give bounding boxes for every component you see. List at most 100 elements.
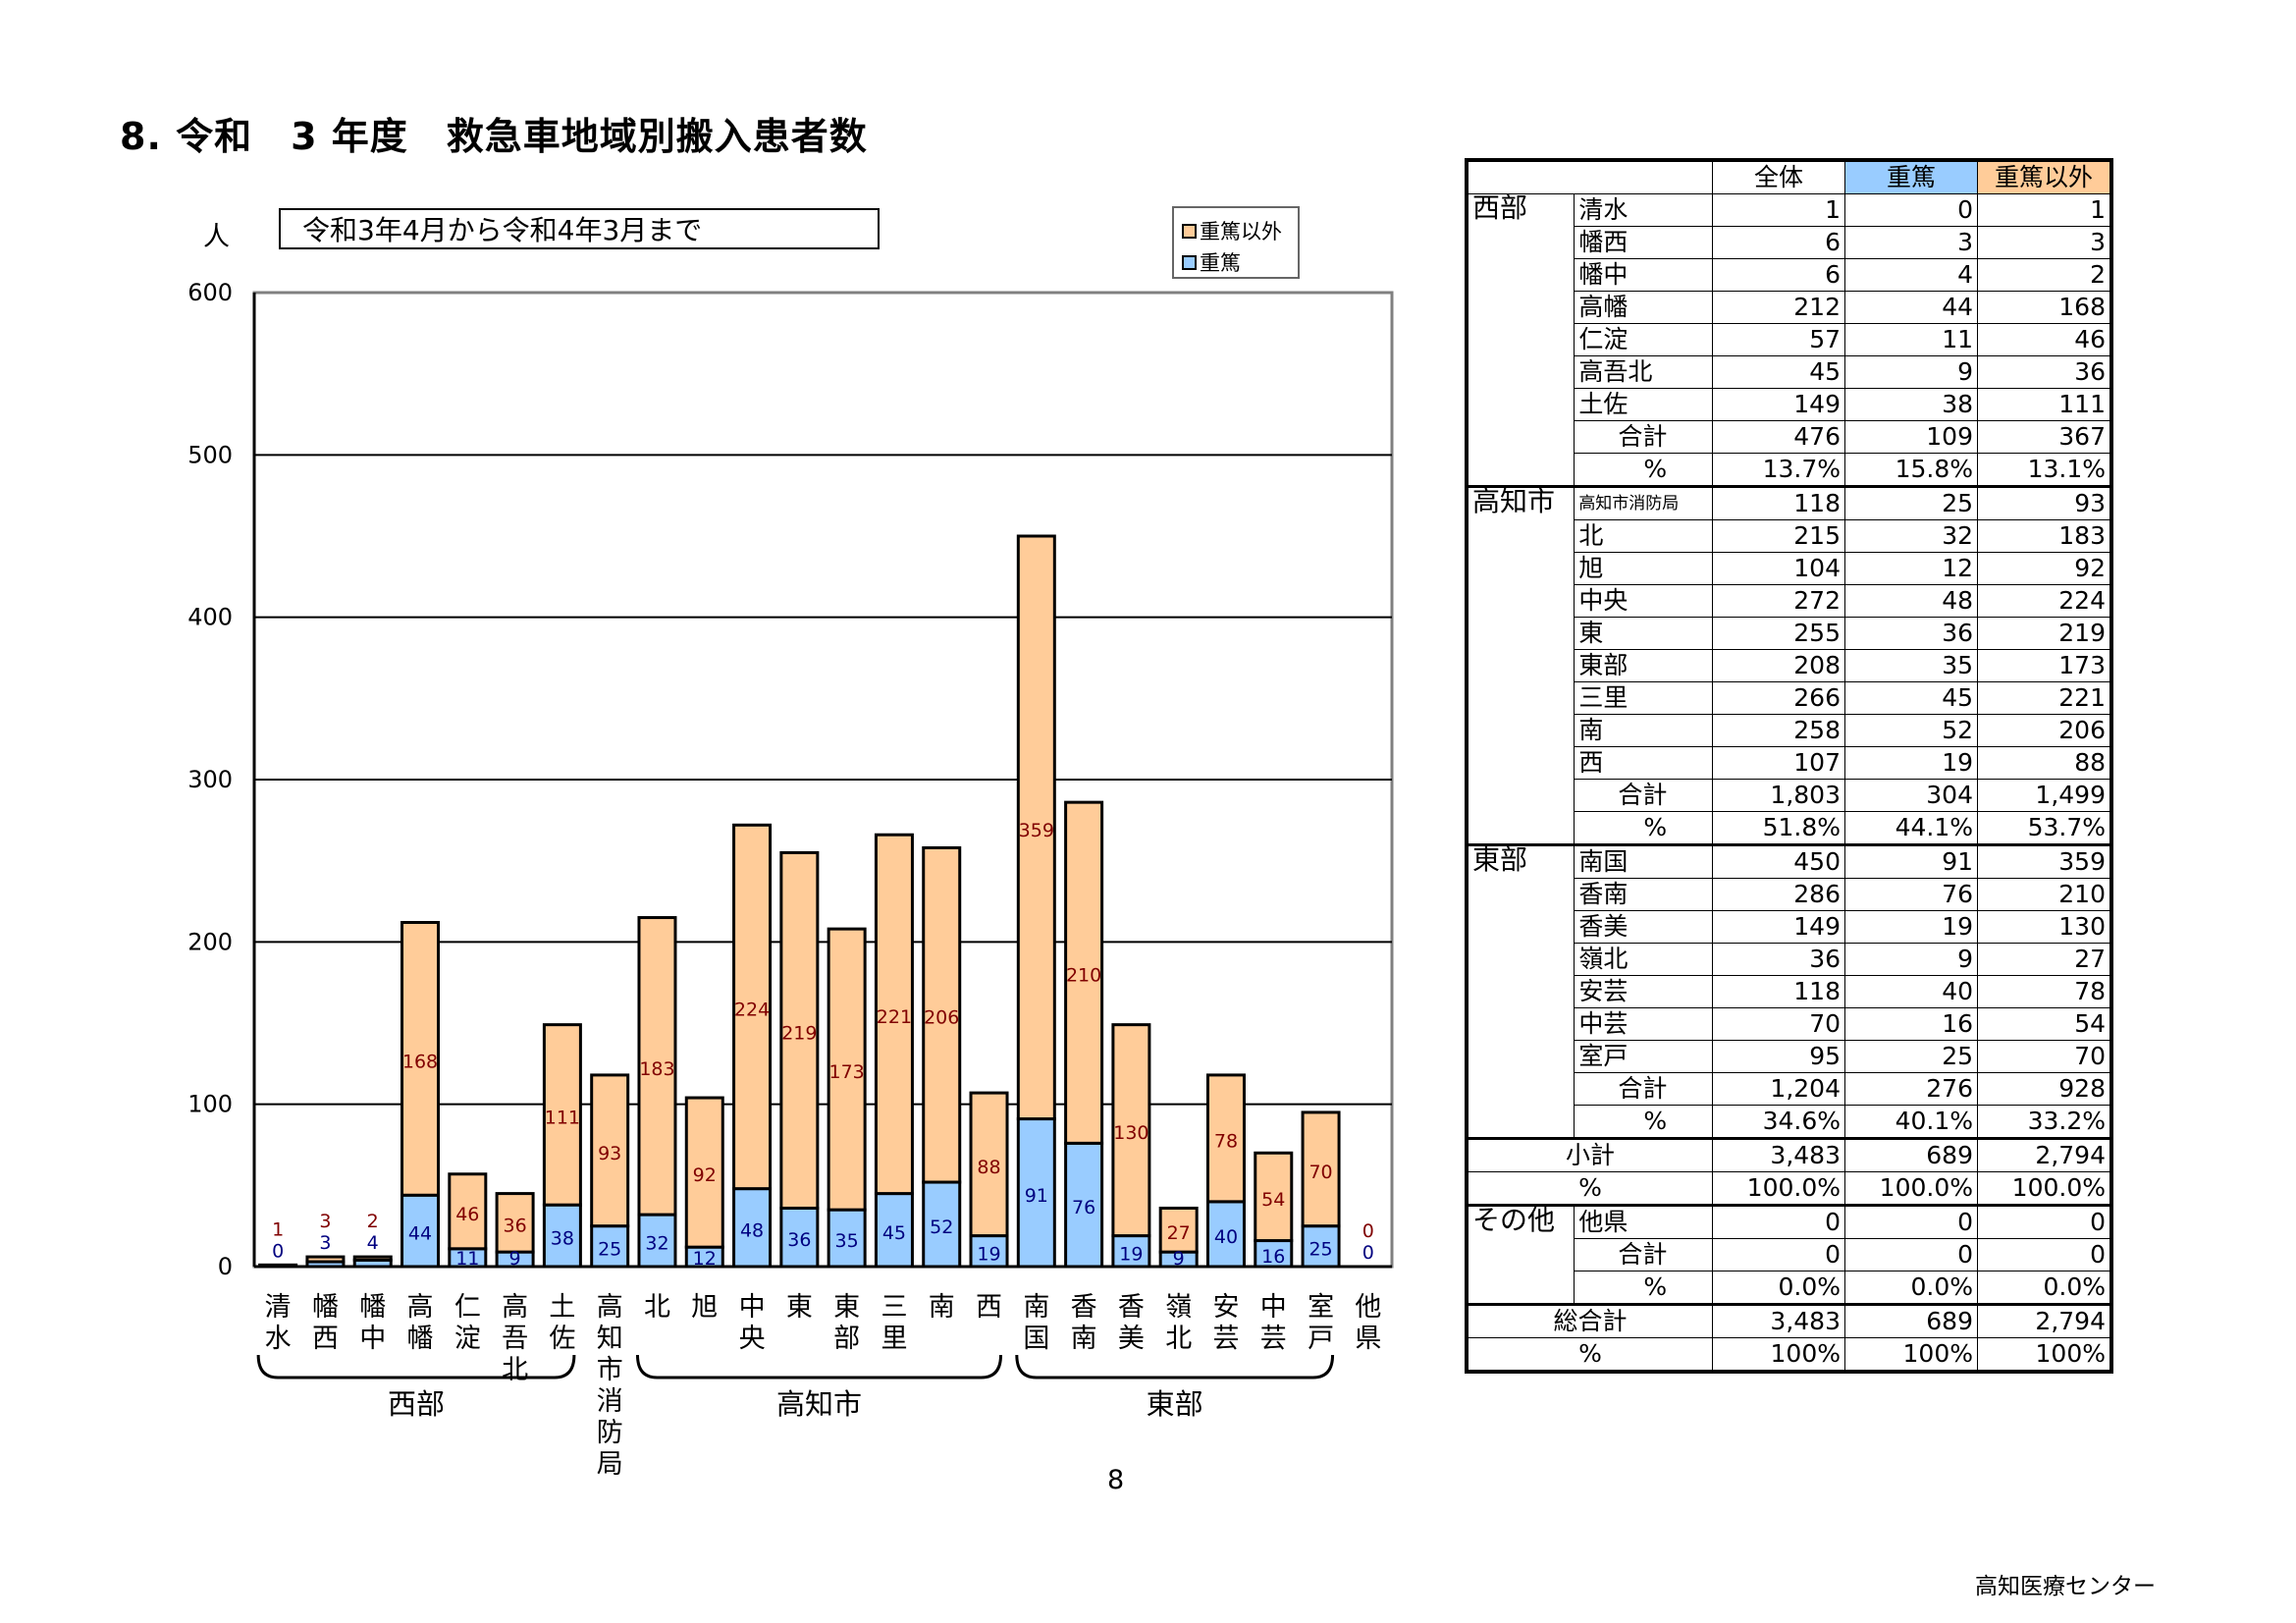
data-label-severe: 11 <box>455 1248 479 1270</box>
pct-value: 13.7% <box>1712 453 1845 488</box>
row-value: 78 <box>1977 975 2112 1008</box>
row-value: 212 <box>1712 291 1845 324</box>
table-row: 嶺北 36 9 27 <box>1467 943 2112 976</box>
sum-value: 276 <box>1844 1072 1978 1106</box>
group-label: 東部 <box>1147 1387 1203 1421</box>
pct-value: 0.0% <box>1844 1271 1978 1306</box>
data-label-severe: 19 <box>1119 1243 1143 1265</box>
row-value: 111 <box>1977 388 2112 421</box>
legend-item-severe: 重篤 <box>1182 247 1241 277</box>
data-label-non-severe: 27 <box>1167 1222 1191 1244</box>
x-tick-label: 他県 <box>1355 1292 1381 1354</box>
sum-value: 304 <box>1844 779 1978 812</box>
bar-non-severe <box>305 1255 346 1264</box>
data-label-non-severe: 210 <box>1066 965 1101 987</box>
row-label: 中芸 <box>1574 1007 1713 1041</box>
bar-non-severe <box>1205 1073 1246 1204</box>
table-row: 仁淀 57 11 46 <box>1467 323 2112 356</box>
row-label: 三里 <box>1574 681 1713 715</box>
data-label-severe: 48 <box>740 1219 764 1241</box>
y-tick-label: 400 <box>187 604 233 631</box>
bar-non-severe <box>732 823 773 1191</box>
sum-value: 0 <box>1844 1238 1978 1271</box>
table-row: 室戸 95 25 70 <box>1467 1040 2112 1073</box>
row-value: 118 <box>1712 975 1845 1008</box>
bar-severe <box>922 1180 962 1269</box>
table-row: その他 他県 0 0 0 <box>1466 1205 2112 1306</box>
page-title: 8. 令和 3 年度 救急車地域別搬入患者数 <box>120 115 868 158</box>
row-label: 東部 <box>1574 649 1713 682</box>
table-row: 三里 266 45 221 <box>1467 681 2112 715</box>
row-value: 93 <box>1977 486 2112 520</box>
data-label-non-severe: 93 <box>598 1143 621 1164</box>
data-label-severe: 40 <box>1214 1226 1238 1248</box>
row-value: 221 <box>1977 681 2112 715</box>
data-label-non-severe: 88 <box>977 1157 1000 1178</box>
row-value: 91 <box>1844 844 1978 879</box>
data-label-severe: 0 <box>1362 1242 1374 1264</box>
group-label: 高知市 <box>1466 486 1575 846</box>
x-tick-label: 仁淀 <box>454 1292 481 1354</box>
row-value: 32 <box>1844 519 1978 553</box>
y-tick-label: 300 <box>187 766 233 793</box>
bar-non-severe <box>1016 534 1056 1121</box>
legend-swatch-severe <box>1182 254 1197 270</box>
grand-total-row-value: 3,483 <box>1712 1304 1845 1338</box>
row-value: 9 <box>1844 355 1978 389</box>
data-label-severe: 32 <box>645 1233 668 1255</box>
x-tick-label: 香美 <box>1118 1292 1145 1354</box>
y-tick-label: 100 <box>187 1091 233 1118</box>
row-value: 215 <box>1712 519 1845 553</box>
bar-non-severe <box>542 1023 582 1207</box>
pct-value: 40.1% <box>1844 1105 1978 1140</box>
table-row: 西部 清水 1 0 1 <box>1466 193 2112 488</box>
data-label-severe: 52 <box>930 1217 953 1238</box>
bar-non-severe <box>1064 800 1104 1145</box>
data-label-severe: 44 <box>408 1223 432 1245</box>
row-value: 25 <box>1844 1040 1978 1073</box>
row-value: 104 <box>1712 552 1845 585</box>
sum-label: 合計 <box>1574 779 1713 812</box>
row-label: 北 <box>1574 519 1713 553</box>
group-bracket <box>1015 1354 1335 1380</box>
row-label: 南 <box>1574 714 1713 747</box>
data-label-non-severe: 219 <box>781 1022 817 1044</box>
bar-non-severe <box>969 1091 1009 1238</box>
subtotal-pct-row-value: 100.0% <box>1712 1171 1845 1207</box>
row-value: 36 <box>1844 617 1978 650</box>
row-label: 土佐 <box>1574 388 1713 421</box>
x-tick-label: 西 <box>976 1292 1002 1323</box>
data-label-severe: 0 <box>272 1240 284 1262</box>
data-label-non-severe: 70 <box>1308 1162 1332 1183</box>
bar-non-severe <box>922 845 962 1184</box>
group-label: 西部 <box>1466 193 1575 488</box>
x-tick-label: 高幡 <box>407 1292 434 1354</box>
pct-value: 33.2% <box>1977 1105 2112 1140</box>
row-value: 224 <box>1977 584 2112 618</box>
row-label: 清水 <box>1574 193 1713 227</box>
header-severe: 重篤 <box>1844 159 1978 194</box>
table-row: 東 255 36 219 <box>1467 617 2112 650</box>
row-value: 95 <box>1712 1040 1845 1073</box>
pct-value: 0.0% <box>1977 1271 2112 1306</box>
x-tick-label: 東部 <box>833 1292 860 1354</box>
bar-non-severe <box>352 1255 393 1262</box>
data-label-severe: 16 <box>1261 1246 1285 1268</box>
row-value: 54 <box>1977 1007 2112 1041</box>
bar-severe <box>637 1213 677 1269</box>
row-value: 92 <box>1977 552 2112 585</box>
header-blank <box>1466 159 1713 194</box>
row-value: 255 <box>1712 617 1845 650</box>
row-label: 旭 <box>1574 552 1713 585</box>
table-pct-row: % 0.0% 0.0% 0.0% <box>1467 1271 2112 1306</box>
sum-value: 0 <box>1977 1238 2112 1271</box>
row-value: 70 <box>1712 1007 1845 1041</box>
grand-pct-row-label: % <box>1466 1337 1713 1373</box>
row-label: 中央 <box>1574 584 1713 618</box>
sum-value: 0 <box>1712 1238 1845 1271</box>
data-label-severe: 12 <box>693 1248 717 1270</box>
table-row: 幡西 6 3 3 <box>1467 226 2112 259</box>
data-label-severe: 38 <box>551 1228 574 1250</box>
sum-label: 合計 <box>1574 1238 1713 1271</box>
row-label: 香美 <box>1574 910 1713 944</box>
